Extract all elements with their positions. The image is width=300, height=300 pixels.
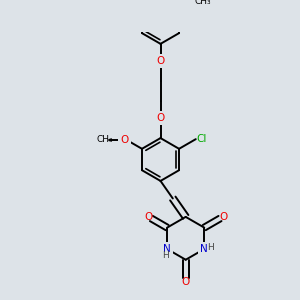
Text: CH₃: CH₃ (97, 135, 113, 144)
Text: O: O (144, 212, 152, 222)
Text: O: O (156, 56, 165, 66)
Text: O: O (219, 212, 227, 222)
Text: O: O (121, 135, 129, 145)
Text: O: O (156, 113, 165, 123)
Text: H: H (162, 251, 169, 260)
Text: H: H (207, 243, 214, 252)
Text: CH₃: CH₃ (194, 0, 211, 5)
Text: Cl: Cl (196, 134, 206, 144)
Text: O: O (182, 277, 190, 287)
Text: N: N (200, 244, 208, 254)
Text: N: N (163, 244, 171, 254)
